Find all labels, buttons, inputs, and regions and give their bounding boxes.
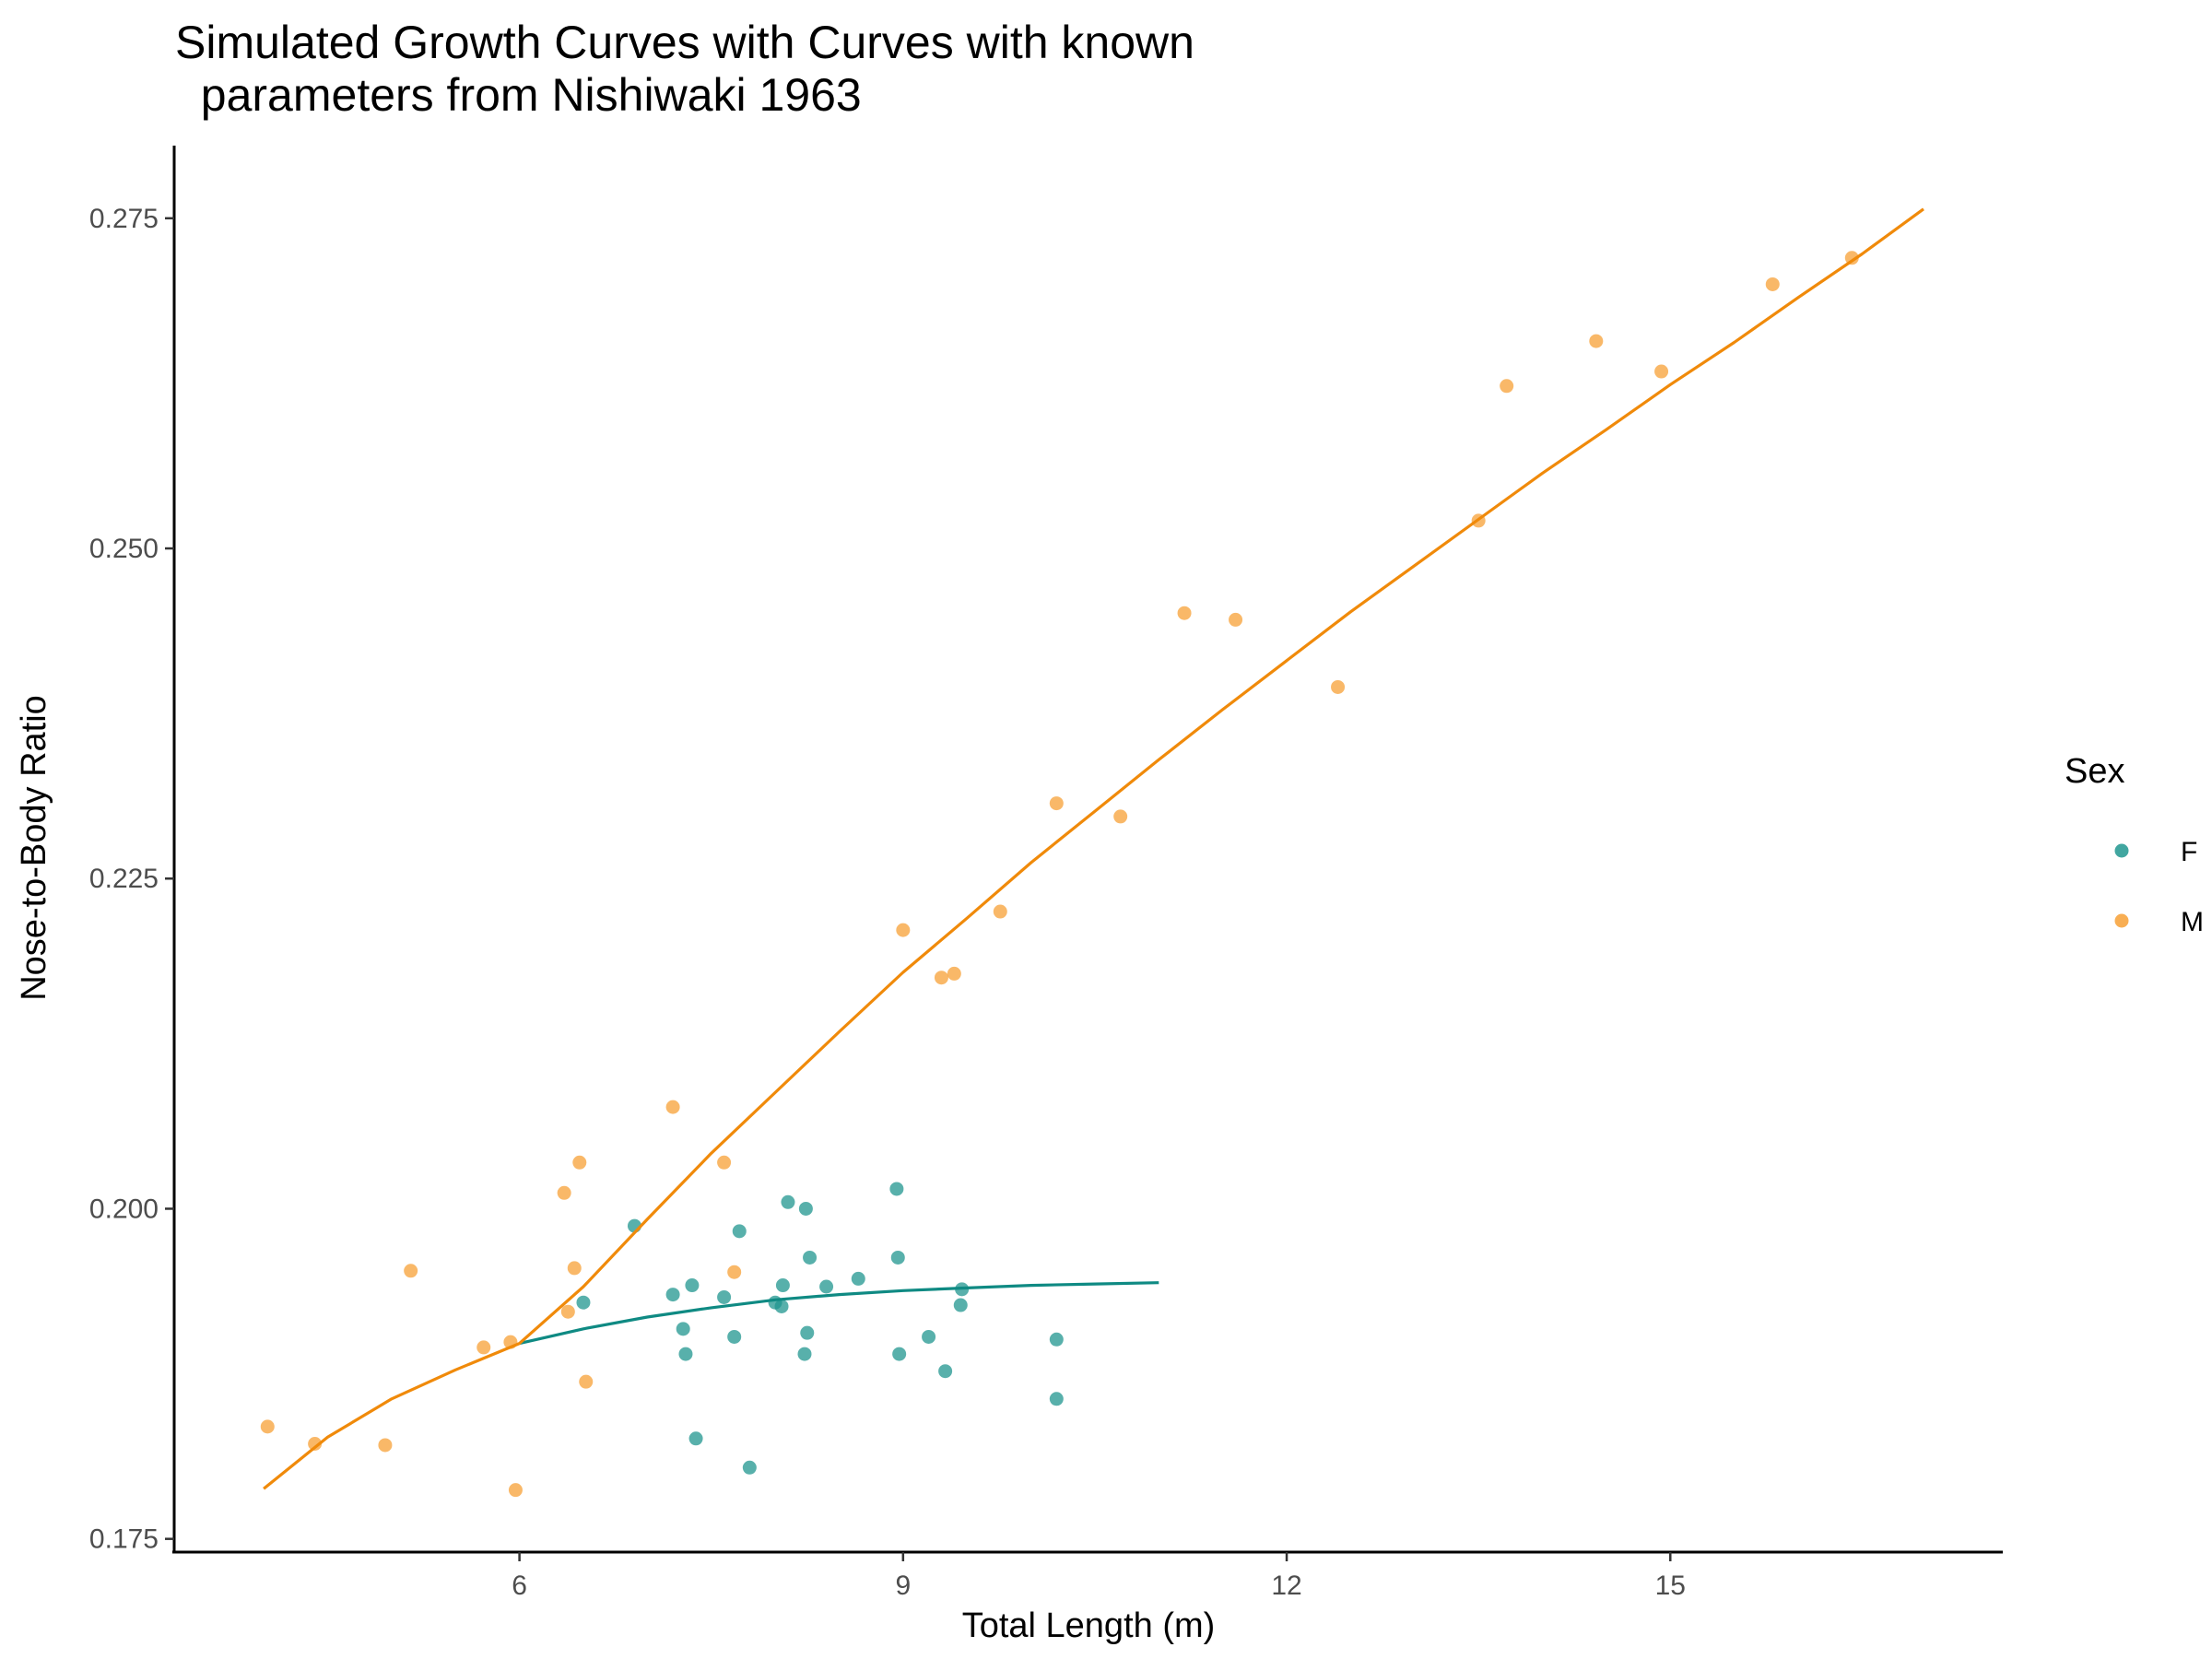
data-point-m: [717, 1155, 732, 1170]
data-point-m: [947, 966, 961, 981]
legend-key-f: [2114, 843, 2129, 858]
chart-title: Simulated Growth Curves with Curves with…: [175, 17, 1194, 121]
data-point-f: [676, 1322, 690, 1336]
data-point-f: [892, 1347, 907, 1361]
data-point-m: [1331, 679, 1346, 694]
data-point-f: [685, 1278, 700, 1293]
data-point-m: [665, 1100, 680, 1114]
data-point-f: [803, 1250, 818, 1265]
legend-label-m: M: [2181, 907, 2204, 937]
data-point-f: [797, 1347, 812, 1361]
y-tick-label: 0.275: [89, 204, 159, 234]
y-tick-label: 0.250: [89, 534, 159, 564]
data-point-f: [938, 1364, 953, 1379]
data-point-f: [665, 1288, 680, 1302]
data-point-m: [567, 1261, 582, 1276]
y-tick-label: 0.175: [89, 1524, 159, 1555]
data-point-f: [1049, 1392, 1064, 1406]
data-point-f: [798, 1201, 813, 1216]
data-point-f: [775, 1278, 790, 1293]
x-tick-label: 9: [895, 1571, 911, 1601]
data-point-m: [934, 971, 948, 985]
data-point-f: [727, 1329, 742, 1344]
data-point-m: [579, 1374, 594, 1389]
data-point-m: [1765, 276, 1780, 291]
data-point-m: [1654, 364, 1669, 379]
chart-title-line-2: parameters from Nishiwaki 1963: [175, 69, 862, 121]
y-axis-title: Nose-to-Body Ratio: [15, 695, 53, 1001]
legend-title: Sex: [2065, 752, 2124, 791]
data-point-m: [404, 1264, 418, 1278]
data-point-m: [1177, 606, 1192, 620]
data-point-f: [742, 1460, 757, 1475]
data-point-m: [1844, 251, 1859, 265]
data-point-m: [572, 1155, 587, 1170]
data-point-f: [774, 1299, 789, 1313]
growth-curve-f: [519, 1281, 1159, 1346]
data-point-m: [557, 1185, 571, 1200]
data-point-f: [953, 1298, 968, 1312]
x-axis-title: Total Length (m): [962, 1606, 1216, 1645]
data-point-m: [1589, 334, 1604, 348]
data-point-f: [889, 1182, 904, 1196]
data-point-f: [781, 1194, 795, 1209]
data-point-f: [890, 1250, 905, 1265]
x-tick-label: 15: [1655, 1571, 1686, 1601]
data-point-f: [732, 1224, 747, 1239]
data-point-m: [508, 1483, 523, 1498]
data-point-m: [896, 923, 911, 937]
data-point-f: [922, 1329, 936, 1344]
data-point-m: [1113, 809, 1128, 824]
x-tick-label: 12: [1271, 1571, 1301, 1601]
data-point-f: [678, 1347, 693, 1361]
data-point-m: [1500, 379, 1514, 394]
legend: Sex F M: [2065, 752, 2204, 937]
data-point-m: [560, 1304, 575, 1319]
y-tick-label: 0.200: [89, 1194, 159, 1224]
plot-area: [260, 207, 1924, 1498]
x-tick-label: 6: [512, 1571, 527, 1601]
axes: 6 9 12 15 0.175 0.200 0.225 0.250 0.275: [89, 146, 2003, 1601]
data-point-m: [477, 1340, 491, 1355]
y-tick-label: 0.225: [89, 864, 159, 894]
growth-curve-m: [263, 207, 1924, 1490]
data-point-f: [819, 1279, 834, 1294]
data-point-m: [993, 904, 1007, 919]
data-point-f: [1049, 1332, 1064, 1347]
data-point-m: [260, 1419, 275, 1434]
data-point-m: [727, 1265, 742, 1279]
data-point-f: [688, 1431, 703, 1446]
data-point-m: [1229, 612, 1243, 627]
data-point-m: [308, 1437, 323, 1452]
data-point-f: [576, 1295, 591, 1310]
legend-key-m: [2114, 913, 2129, 928]
data-point-f: [851, 1271, 865, 1286]
data-point-m: [1049, 796, 1064, 811]
chart-title-line-1: Simulated Growth Curves with Curves with…: [175, 17, 1194, 68]
data-point-m: [378, 1438, 393, 1453]
legend-label-f: F: [2181, 837, 2197, 867]
data-point-f: [717, 1289, 732, 1304]
data-point-f: [800, 1325, 815, 1340]
